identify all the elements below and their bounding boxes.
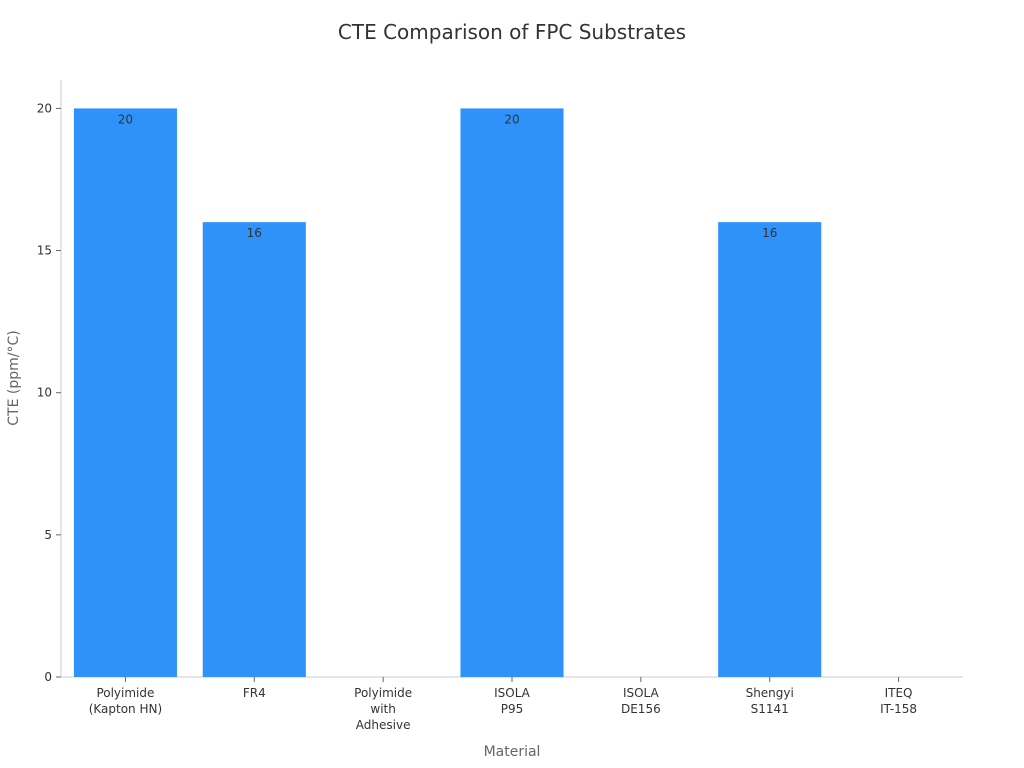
y-axis-title: CTE (ppm/°C) xyxy=(6,330,22,425)
y-tick-label: 5 xyxy=(44,528,52,542)
bar-data-label: 20 xyxy=(504,112,519,126)
y-tick-label: 0 xyxy=(44,670,52,684)
x-axis: Polyimide (Kapton HN) FR4 Polyimide with Adhe… xyxy=(61,676,963,732)
x-tick-label: Polyimide with Adhesive xyxy=(354,686,412,732)
data-labels: 20 16 20 16 xyxy=(118,112,778,240)
x-tick-label: Shengyi S1141 xyxy=(746,686,794,716)
x-tick-label: Polyimide (Kapton HN) xyxy=(89,686,162,716)
y-tick-label: 10 xyxy=(37,386,52,400)
bar xyxy=(718,222,822,677)
x-tick-label: ISOLA DE156 xyxy=(621,686,661,716)
x-tick-label: ISOLA P95 xyxy=(494,686,531,716)
bar-data-label: 20 xyxy=(118,112,133,126)
x-tick-label: ITEQ IT-158 xyxy=(880,686,917,716)
y-tick-label: 20 xyxy=(37,101,52,115)
bar-data-label: 16 xyxy=(762,226,777,240)
chart-title: CTE Comparison of FPC Substrates xyxy=(337,20,687,44)
bar xyxy=(460,108,564,677)
x-axis-title: Material xyxy=(484,744,541,760)
y-axis: 0 5 10 15 20 xyxy=(37,80,62,684)
x-tick-label: FR4 xyxy=(243,686,266,700)
bar xyxy=(202,222,306,677)
y-tick-label: 15 xyxy=(37,244,52,258)
bar xyxy=(73,108,177,677)
bars xyxy=(73,108,822,677)
bar-data-label: 16 xyxy=(247,226,262,240)
